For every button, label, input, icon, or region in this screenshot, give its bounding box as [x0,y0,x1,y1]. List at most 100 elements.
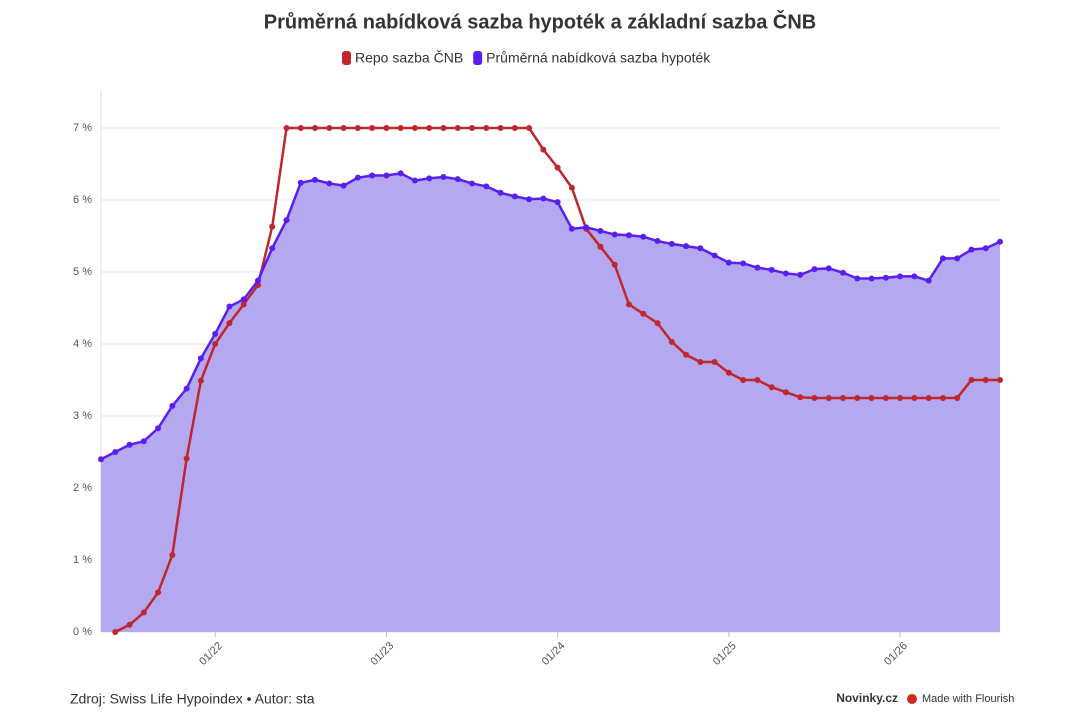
x-tick-label: 01/22 [197,640,225,668]
y-tick-label: 4 % [73,338,92,350]
point [597,243,604,250]
point [911,273,918,280]
point [312,125,319,131]
point [497,125,504,131]
point [625,232,632,239]
point [240,296,247,303]
point [825,395,832,401]
point [169,551,176,558]
point [640,233,647,240]
point [226,320,233,327]
point [269,223,276,230]
point [183,455,190,462]
point [668,338,675,345]
point [283,217,290,224]
point [925,395,932,401]
point [640,310,647,317]
point [483,125,490,131]
point [711,359,718,365]
point [354,125,361,131]
point [411,177,418,184]
y-tick-label: 6 % [73,194,92,206]
point [326,125,333,131]
point [454,176,461,183]
y-tick-label: 3 % [73,410,92,422]
point [968,377,975,383]
point [269,245,276,252]
point [454,125,461,131]
point [854,395,861,401]
point [426,175,433,182]
point [254,277,261,284]
point [997,238,1003,245]
point [540,195,547,202]
legend-label[interactable]: Repo sazba ČNB [355,50,463,66]
point [540,146,547,153]
point [568,225,575,232]
point [469,180,476,187]
legend-label[interactable]: Průměrná nabídková sazba hypoték [486,50,711,66]
point [683,243,690,250]
point [112,629,119,635]
point [997,377,1003,383]
legend-swatch[interactable] [342,51,351,65]
point [654,238,661,245]
point [782,389,789,396]
point [583,224,590,231]
point [811,266,818,273]
point [840,269,847,276]
point [383,172,390,179]
point [740,260,747,267]
legend-swatch[interactable] [473,51,483,65]
point [140,438,147,445]
point [369,125,376,131]
point [954,255,961,262]
point [554,199,561,206]
point [625,301,632,308]
point [155,425,162,432]
point [212,330,219,337]
point [526,196,533,203]
point [725,369,732,376]
point [526,125,533,131]
point [383,125,390,131]
y-tick-label: 7 % [73,122,92,134]
point [882,274,889,281]
point [440,173,447,180]
point [169,402,176,409]
point [740,377,747,383]
point [982,377,989,383]
chart-title: Průměrná nabídková sazba hypoték a zákla… [264,9,816,33]
point [554,164,561,171]
point [497,189,504,196]
point [797,394,804,401]
point [697,359,704,365]
point [711,252,718,259]
point [911,395,918,401]
point [340,125,347,131]
point [397,170,404,177]
point [825,265,832,272]
point [868,275,875,282]
y-tick-label: 1 % [73,554,92,566]
y-tick-label: 0 % [73,626,92,638]
point [411,125,418,131]
source-note: Zdroj: Swiss Life Hypoindex • Autor: sta [70,691,315,707]
point [226,303,233,310]
point [511,125,518,131]
point [939,395,946,401]
point [297,179,304,186]
credit: Made with Flourish [922,693,1014,705]
point [126,441,133,448]
point [354,174,361,181]
point [725,259,732,266]
point [340,182,347,189]
x-tick-label: 01/26 [882,640,910,668]
point [197,355,204,362]
point [155,589,162,596]
x-tick-label: 01/25 [711,640,739,668]
point [897,273,904,280]
line [100,172,1001,461]
point [982,245,989,252]
